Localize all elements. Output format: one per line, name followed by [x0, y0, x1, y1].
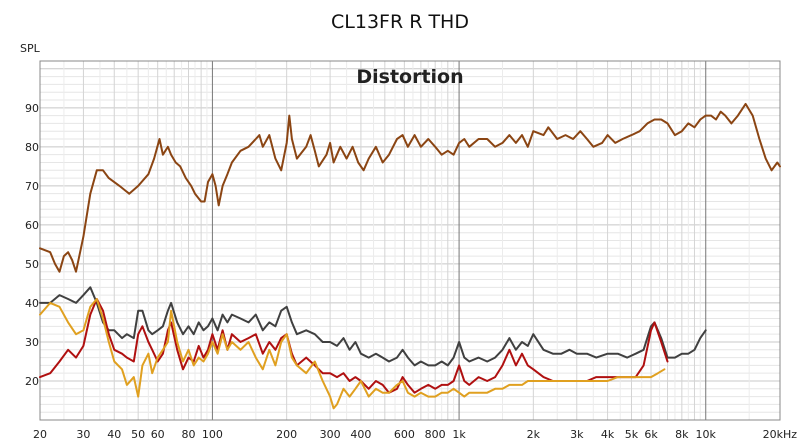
plot-frame: [39, 60, 781, 421]
y-tick-label: 80: [25, 141, 39, 154]
x-tick-label: 40: [107, 428, 121, 441]
x-tick-label: 4k: [601, 428, 615, 441]
series-line-1: [39, 102, 781, 273]
distortion-annotation: Distortion: [356, 66, 463, 88]
y-tick-label: 30: [25, 336, 39, 349]
series-line-3: [39, 298, 669, 394]
x-tick-label: 1k: [452, 428, 466, 441]
y-tick-labels: 20 30 40 50 60 70 80 90: [25, 102, 39, 388]
y-axis-label: SPL: [20, 42, 41, 55]
x-tick-label: 60: [151, 428, 165, 441]
x-tick-label: 600: [394, 428, 415, 441]
x-tick-label: 80: [182, 428, 196, 441]
x-tick-label: 100: [202, 428, 223, 441]
y-tick-label: 40: [25, 297, 39, 310]
chart-title: CL13FR R THD: [331, 11, 469, 33]
y-tick-label: 60: [25, 219, 39, 232]
y-tick-label: 50: [25, 258, 39, 271]
series-line-4: [39, 298, 666, 410]
y-tick-label: 20: [25, 375, 39, 388]
x-tick-label: 5k: [625, 428, 639, 441]
x-tick-label: 2k: [527, 428, 541, 441]
x-tick-label: 6k: [644, 428, 658, 441]
y-tick-label: 70: [25, 180, 39, 193]
x-tick-labels: 20 30 40 50 60 80 100 200 300 400 600 800 1k 2k 3k 4k 5k…: [33, 428, 797, 441]
x-tick-label: 400: [350, 428, 371, 441]
x-tick-label: 30: [76, 428, 90, 441]
x-tick-label: 800: [425, 428, 446, 441]
grid: [39, 60, 781, 421]
x-tick-label: 200: [276, 428, 297, 441]
x-tick-label: 8k: [675, 428, 689, 441]
x-tick-label: 20: [33, 428, 47, 441]
series-group: [39, 102, 781, 410]
x-tick-label: 10k: [696, 428, 717, 441]
x-tick-label: 300: [320, 428, 341, 441]
x-tick-label: 3k: [570, 428, 584, 441]
x-tick-label: 20kHz: [763, 428, 798, 441]
x-tick-label: 50: [131, 428, 145, 441]
y-tick-label: 90: [25, 102, 39, 115]
series-line-2: [39, 286, 707, 367]
